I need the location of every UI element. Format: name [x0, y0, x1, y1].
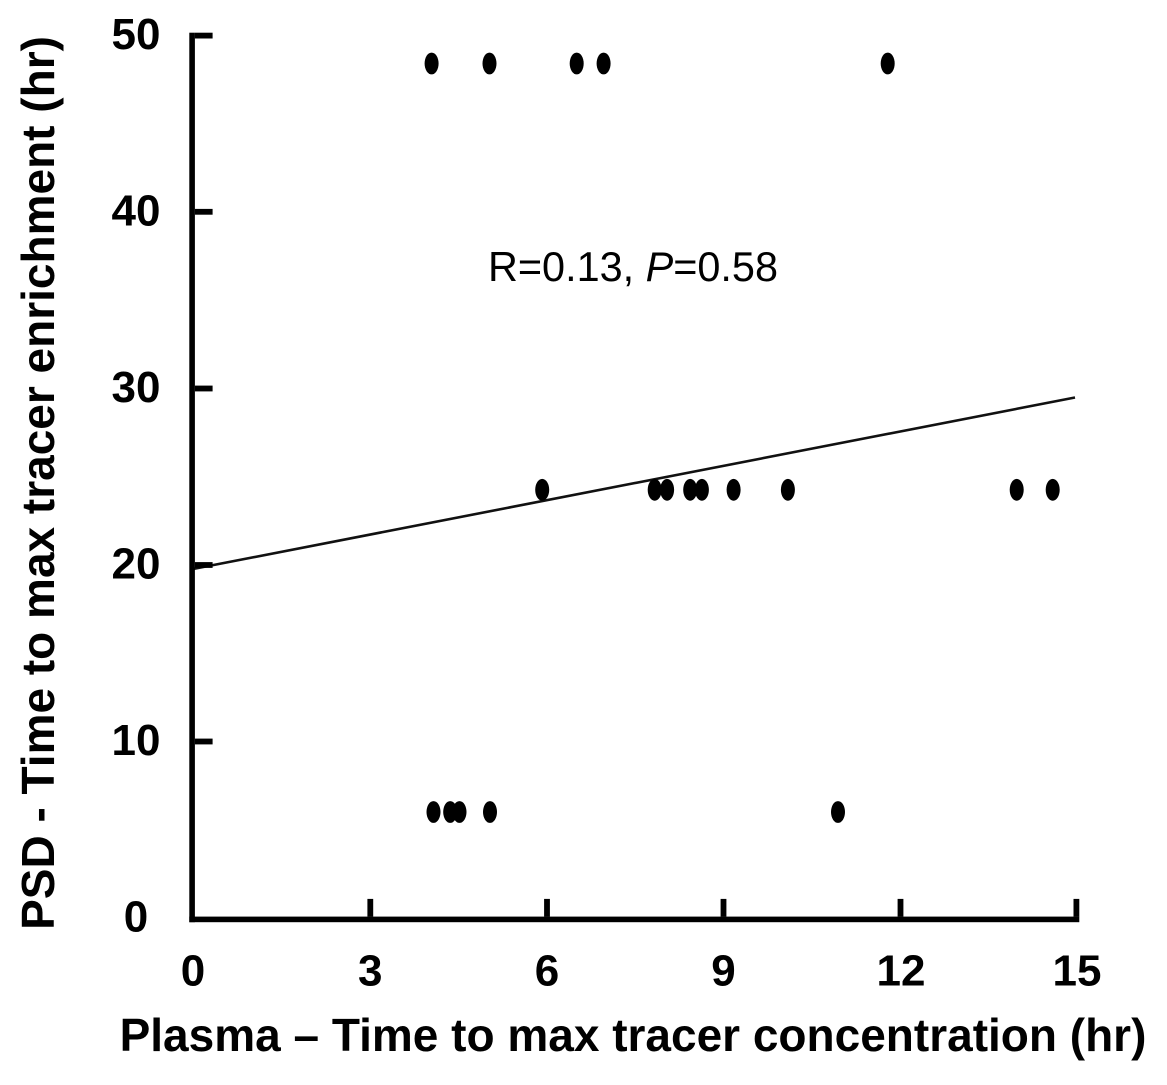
svg-text:6: 6 [535, 947, 559, 996]
svg-text:10: 10 [112, 716, 161, 765]
svg-text:0: 0 [181, 947, 205, 996]
svg-text:PSD - Time to max tracer enric: PSD - Time to max tracer enrichment (hr) [12, 36, 64, 930]
svg-text:50: 50 [112, 10, 161, 59]
svg-text:0: 0 [124, 893, 148, 942]
svg-text:40: 40 [112, 186, 161, 235]
svg-text:12: 12 [877, 947, 926, 996]
svg-text:Plasma – Time to max tracer co: Plasma – Time to max tracer concentratio… [120, 1009, 1147, 1061]
svg-text:3: 3 [358, 947, 382, 996]
svg-text:20: 20 [112, 540, 161, 589]
svg-text:R=0.13, P=0.58: R=0.13, P=0.58 [488, 244, 778, 290]
svg-text:30: 30 [112, 363, 161, 412]
svg-text:15: 15 [1053, 947, 1102, 996]
svg-text:9: 9 [711, 947, 735, 996]
